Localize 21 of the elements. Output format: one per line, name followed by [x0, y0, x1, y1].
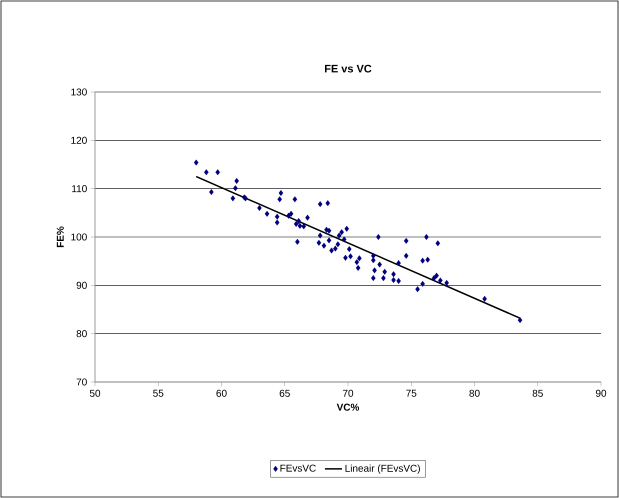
- x-axis-title: VC%: [336, 404, 360, 411]
- y-tick-label: 70: [76, 378, 87, 386]
- x-tick-label: 75: [406, 390, 416, 397]
- x-tick-label: 70: [342, 390, 354, 397]
- x-tick-label: 60: [216, 390, 227, 397]
- legend-label: Lineair (FEvsVC): [346, 464, 420, 474]
- y-tick-label: 100: [71, 233, 87, 241]
- y-tick-label: 90: [76, 282, 87, 289]
- x-tick-label: 80: [469, 390, 480, 397]
- y-tick-label: 120: [71, 136, 87, 144]
- x-tick-label: 90: [596, 390, 606, 397]
- x-tick-label: 55: [153, 390, 164, 397]
- y-tick-label: 110: [72, 185, 87, 192]
- y-axis-title: FE%: [56, 226, 64, 248]
- y-tick-label: 80: [76, 330, 87, 338]
- legend-label: FEvsVC: [280, 464, 316, 472]
- x-tick-label: 85: [532, 390, 543, 397]
- chart-title: FE vs VC: [324, 64, 372, 73]
- x-tick-label: 65: [280, 390, 290, 397]
- x-tick-label: 50: [90, 390, 100, 397]
- y-tick-label: 130: [71, 88, 87, 96]
